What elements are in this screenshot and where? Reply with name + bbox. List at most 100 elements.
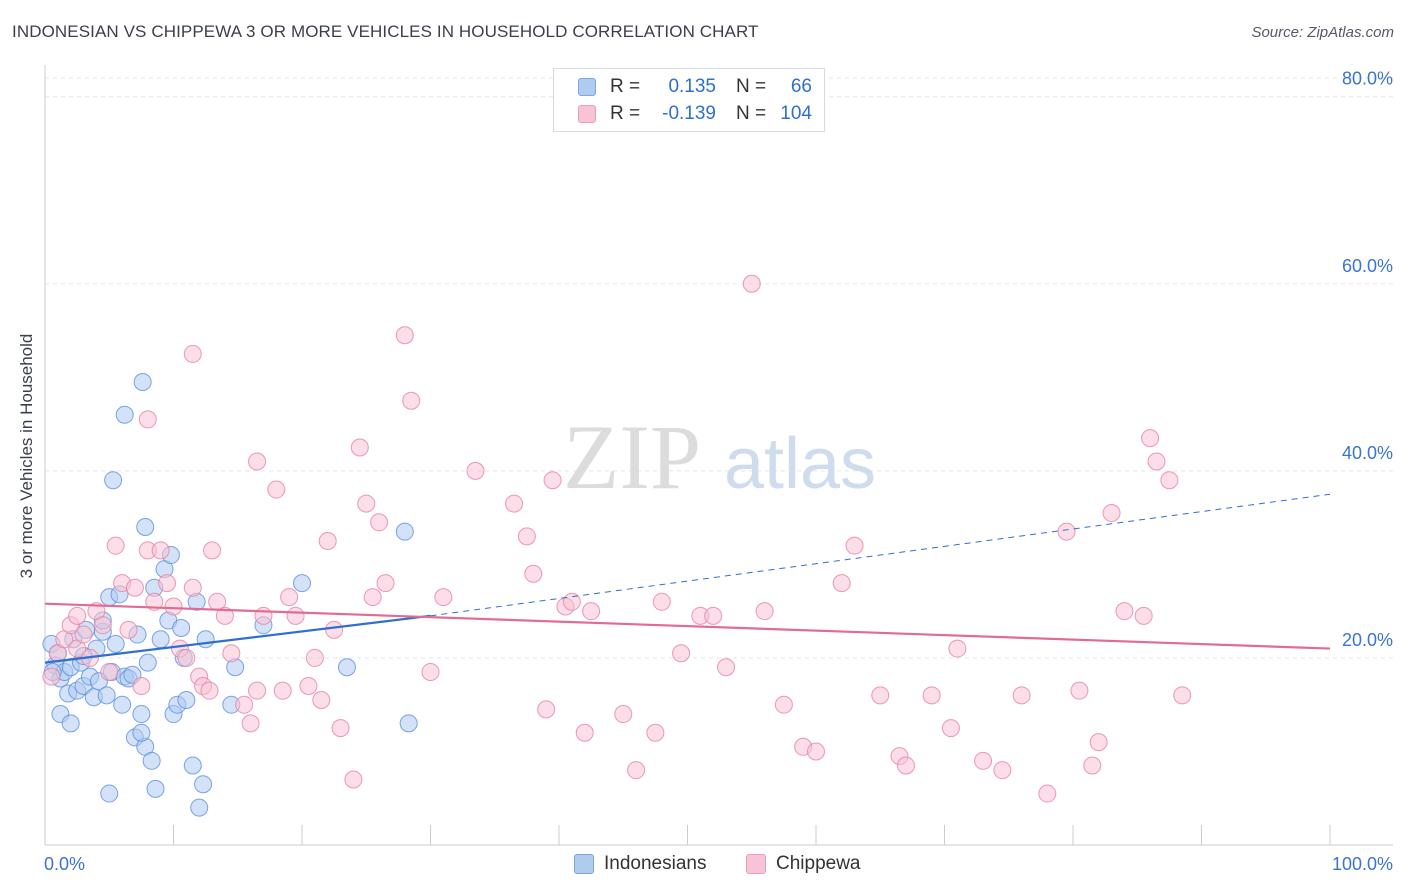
point-chippewa [248,681,267,700]
legend-swatch-indonesians [578,78,596,96]
point-chippewa [132,676,151,695]
point-chippewa [318,532,337,551]
point-chippewa [1057,522,1076,541]
point-chippewa [774,695,793,714]
point-chippewa [672,644,691,663]
point-chippewa [941,719,960,738]
legend-row-chippewa: R = -0.139 N = 104 [578,102,812,126]
point-chippewa [200,681,219,700]
n-value: 66 [790,76,812,97]
point-chippewa [312,691,331,710]
point-chippewa [305,648,324,667]
bottom-legend-chippewa: Chippewa [746,852,861,876]
point-indonesians [133,372,152,391]
point-indonesians [151,630,170,649]
point-indonesians [194,775,213,794]
point-chippewa [614,705,633,724]
point-chippewa [125,578,144,597]
point-indonesians [61,714,80,733]
point-chippewa [344,770,363,789]
point-chippewa [74,625,93,644]
point-chippewa [1173,686,1192,705]
point-chippewa [42,667,61,686]
point-chippewa [652,592,671,611]
point-indonesians [138,653,157,672]
point-indonesians [132,723,151,742]
point-indonesians [146,779,165,798]
point-chippewa [350,438,369,457]
point-chippewa [1102,503,1121,522]
point-chippewa [466,461,485,480]
point-chippewa [742,274,761,293]
point-chippewa [974,751,993,770]
point-chippewa [222,644,241,663]
point-chippewa [1089,733,1108,752]
point-chippewa [421,662,440,681]
point-chippewa [717,658,736,677]
bottom-legend-swatch-chippewa [746,854,766,874]
point-indonesians [177,691,196,710]
trend-chippewa [44,602,1331,650]
point-chippewa [183,344,202,363]
point-chippewa [273,681,292,700]
point-chippewa [119,620,138,639]
point-chippewa [1070,681,1089,700]
n-label: N = [736,103,767,124]
point-chippewa [948,639,967,658]
y-tick-label: 60.0% [1342,256,1393,276]
point-chippewa [1134,606,1153,625]
point-chippewa [807,742,825,761]
trend-indonesians [44,614,431,664]
point-chippewa [1012,686,1031,705]
point-chippewa [286,606,305,625]
point-chippewa [402,391,421,410]
n-value: 104 [780,103,812,124]
point-chippewa [100,662,119,681]
point-chippewa [106,536,125,555]
legend-row-indonesians: R = 0.135 N = 66 [578,75,812,99]
watermark-zip: ZIP [563,406,701,508]
bottom-legend-label: Indonesians [604,853,707,874]
point-chippewa [280,588,299,607]
point-indonesians [97,686,116,705]
point-chippewa [235,695,254,714]
trend-lines [44,493,1331,664]
point-chippewa [582,602,601,621]
gridlines [45,77,1393,659]
point-chippewa [241,714,260,733]
point-chippewa [896,756,915,775]
point-indonesians [172,618,191,637]
point-indonesians [190,798,209,817]
point-chippewa [158,574,177,593]
point-chippewa [267,480,286,499]
point-indonesians [104,471,123,490]
point-chippewa [248,452,267,471]
point-chippewa [704,606,723,625]
point-chippewa [331,719,350,738]
n-label: N = [736,76,767,97]
point-chippewa [203,541,222,560]
point-chippewa [370,513,389,532]
point-chippewa [68,606,87,625]
watermark: ZIP atlas [563,406,876,508]
x-tick-label-min: 0.0% [44,854,85,874]
point-chippewa [325,620,344,639]
point-chippewa [357,494,376,513]
point-chippewa [845,536,864,555]
point-chippewa [517,527,536,546]
point-chippewa [871,686,890,705]
r-value: 0.135 [668,76,716,97]
point-chippewa [627,761,646,780]
point-indonesians [106,634,125,653]
point-chippewa [151,541,170,560]
point-chippewa [93,616,112,635]
trend-indonesians-projection [430,493,1331,617]
point-chippewa [363,588,382,607]
y-tick-label: 80.0% [1342,69,1393,89]
point-chippewa [164,597,183,616]
point-indonesians [115,405,134,424]
point-chippewa [993,761,1012,780]
point-chippewa [543,471,562,490]
point-indonesians [337,658,356,677]
y-tick-label: 20.0% [1342,630,1393,650]
